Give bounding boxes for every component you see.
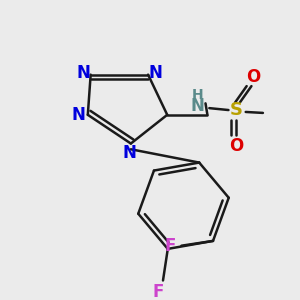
Text: H: H [192, 88, 204, 102]
Text: O: O [229, 137, 243, 155]
Text: N: N [71, 106, 85, 124]
Text: F: F [164, 237, 175, 255]
Text: S: S [230, 101, 243, 119]
Text: N: N [76, 64, 90, 82]
Text: N: N [191, 97, 205, 115]
Text: N: N [149, 64, 163, 82]
Text: O: O [246, 68, 260, 85]
Text: F: F [152, 283, 164, 300]
Text: N: N [122, 144, 136, 162]
